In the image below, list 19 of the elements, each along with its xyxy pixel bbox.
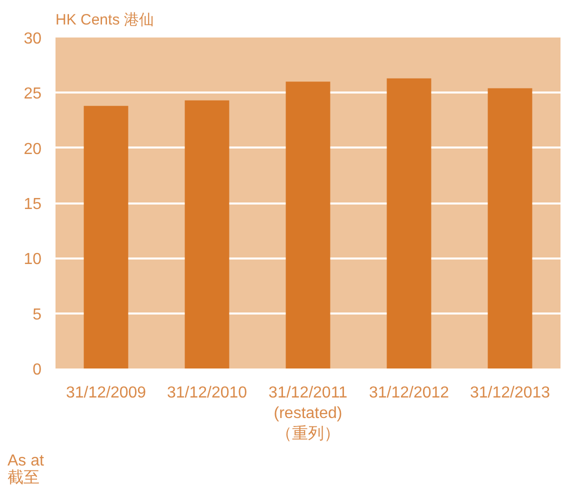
y-tick-label: 0 — [32, 362, 42, 378]
y-tick-label: 10 — [24, 251, 42, 268]
x-tick-label: 31/12/2013 — [470, 384, 550, 402]
x-tick-label: 31/12/2011 (restated) （重列） — [268, 384, 348, 442]
text: As at 截至 — [8, 452, 45, 486]
bar — [386, 78, 432, 368]
y-axis-title: HK Cents 港仙 — [56, 12, 154, 28]
y-tick-label: 25 — [24, 86, 42, 103]
x-tick-label: 31/12/2009 — [66, 384, 146, 402]
x-tick-label: 31/12/2012 — [368, 384, 450, 402]
y-tick-label: 30 — [24, 30, 42, 48]
bar — [286, 82, 330, 368]
y-tick-label: 5 — [32, 306, 42, 324]
y-tick-label: 20 — [24, 140, 42, 158]
x-tick-label: 31/12/2010 — [166, 384, 248, 402]
y-tick-label: 15 — [24, 196, 42, 213]
bar — [488, 88, 532, 368]
bar — [84, 106, 128, 368]
bar — [184, 100, 230, 368]
